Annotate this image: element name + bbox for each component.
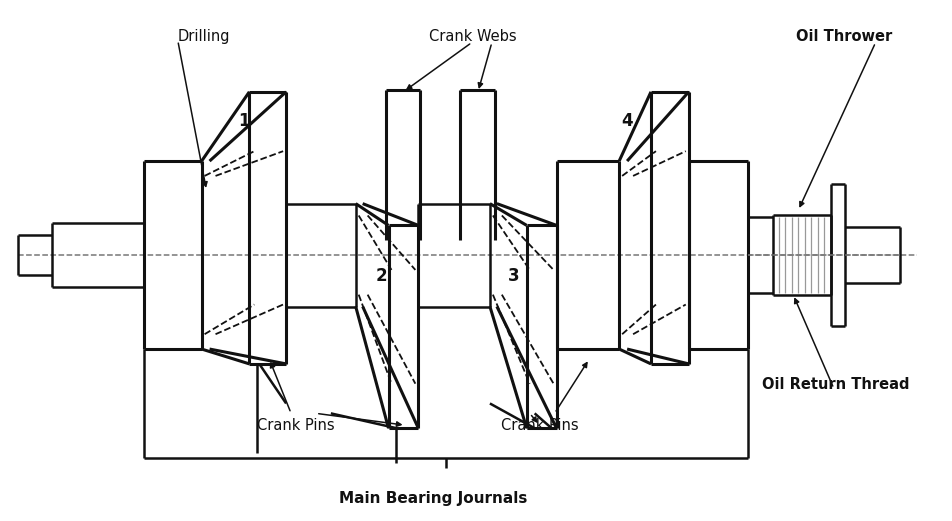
- Text: 1: 1: [238, 113, 249, 130]
- Text: 4: 4: [622, 113, 633, 130]
- Text: Crank Webs: Crank Webs: [429, 29, 517, 44]
- Text: Oil Thrower: Oil Thrower: [796, 29, 892, 44]
- Text: Drilling: Drilling: [178, 29, 230, 44]
- Text: 3: 3: [508, 267, 520, 285]
- Text: Crank Pins: Crank Pins: [501, 418, 578, 433]
- Text: Crank Pins: Crank Pins: [257, 418, 335, 433]
- Text: Main Bearing Journals: Main Bearing Journals: [339, 491, 527, 506]
- Text: 2: 2: [375, 267, 387, 285]
- Text: Oil Return Thread: Oil Return Thread: [762, 377, 909, 392]
